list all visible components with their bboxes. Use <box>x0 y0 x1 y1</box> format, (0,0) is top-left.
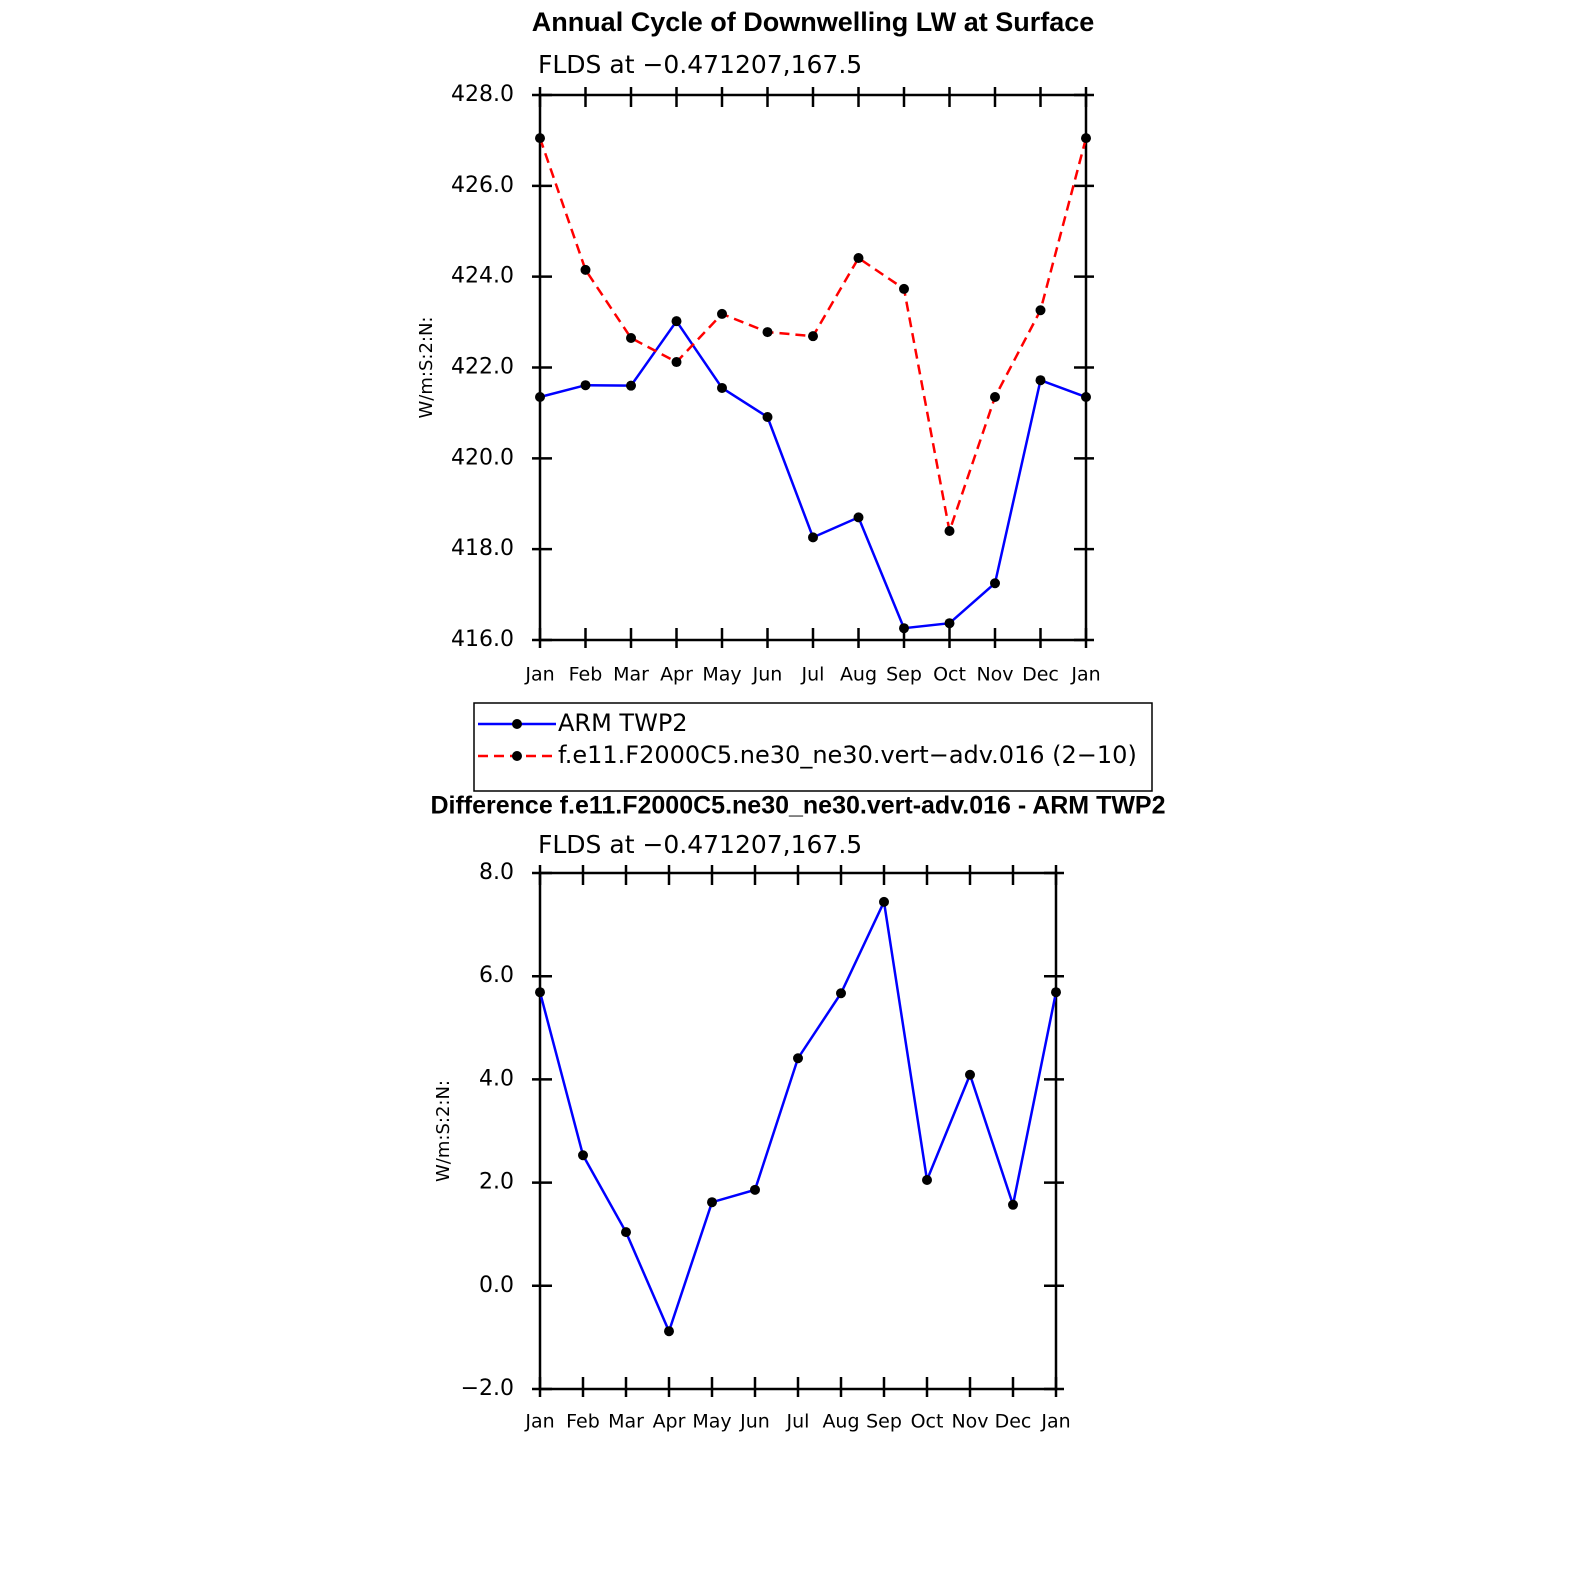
x-tick-label: Sep <box>886 664 922 686</box>
chart-subtitle: FLDS at −0.471207,167.5 <box>538 50 862 79</box>
marker <box>671 357 682 368</box>
chart-subtitle: FLDS at −0.471207,167.5 <box>538 830 862 859</box>
marker <box>1081 133 1091 144</box>
marker <box>899 623 909 634</box>
marker <box>626 380 636 391</box>
legend-label: ARM TWP2 <box>558 709 688 737</box>
marker <box>1008 1199 1018 1210</box>
marker <box>853 512 864 523</box>
marker <box>879 896 889 907</box>
marker <box>990 392 1000 403</box>
x-tick-label: Jan <box>1040 1411 1070 1433</box>
y-tick-label: 426.0 <box>451 173 514 198</box>
x-tick-label: May <box>692 1411 731 1433</box>
x-tick-label: Feb <box>569 664 603 686</box>
marker <box>626 332 636 343</box>
chart-title: Annual Cycle of Downwelling LW at Surfac… <box>532 7 1095 37</box>
x-tick-label: Jan <box>1070 664 1100 686</box>
x-tick-label: Jan <box>524 664 554 686</box>
marker <box>836 988 846 999</box>
marker <box>621 1227 631 1238</box>
legend-marker <box>512 719 522 729</box>
x-tick-label: Aug <box>822 1411 859 1433</box>
series-line <box>539 318 1087 630</box>
marker <box>535 133 545 144</box>
marker <box>808 532 818 543</box>
marker <box>750 1184 760 1195</box>
legend-marker <box>512 751 522 761</box>
marker <box>762 327 773 338</box>
y-tick-label: 2.0 <box>479 1170 514 1195</box>
marker <box>717 308 727 319</box>
marker <box>1081 392 1091 403</box>
marker <box>1035 305 1046 316</box>
y-tick-label: 0.0 <box>479 1273 514 1298</box>
x-tick-label: Jun <box>739 1411 770 1433</box>
x-tick-label: Aug <box>840 664 877 686</box>
marker <box>944 526 955 536</box>
marker <box>578 1150 588 1161</box>
x-tick-label: Jan <box>524 1411 554 1433</box>
marker <box>808 331 818 342</box>
series-line <box>538 897 1058 1335</box>
x-tick-label: Jul <box>801 664 825 686</box>
marker <box>793 1053 803 1064</box>
x-tick-label: Jul <box>786 1411 810 1433</box>
x-tick-label: May <box>702 664 741 686</box>
marker <box>535 392 545 403</box>
x-tick-label: Mar <box>613 664 649 686</box>
marker <box>944 618 955 629</box>
y-tick-label: 422.0 <box>451 355 514 380</box>
plot-frame <box>538 93 1088 642</box>
marker <box>580 380 591 391</box>
marker <box>853 253 864 264</box>
chart-title: Difference f.e11.F2000C5.ne30_ne30.vert-… <box>430 792 1165 820</box>
marker <box>922 1175 932 1186</box>
marker <box>965 1069 975 1080</box>
x-tick-label: Oct <box>911 1411 944 1433</box>
legend-label: f.e11.F2000C5.ne30_ne30.vert−adv.016 (2−… <box>558 741 1137 769</box>
marker <box>671 316 682 327</box>
plot-frame <box>538 871 1058 1391</box>
marker <box>990 578 1000 589</box>
x-tick-label: Nov <box>951 1411 988 1433</box>
x-tick-label: Mar <box>608 1411 644 1433</box>
y-tick-label: −2.0 <box>461 1376 514 1401</box>
marker <box>707 1197 717 1208</box>
marker <box>535 987 545 998</box>
y-tick-label: 420.0 <box>451 445 514 470</box>
x-tick-label: Nov <box>976 664 1013 686</box>
y-axis-label: W/m:S:2:N: <box>416 317 437 419</box>
marker <box>899 283 909 294</box>
y-tick-label: 418.0 <box>451 536 514 561</box>
x-tick-label: Dec <box>995 1411 1032 1433</box>
x-tick-label: Apr <box>660 664 693 686</box>
x-tick-label: Apr <box>653 1411 686 1433</box>
marker <box>580 264 591 275</box>
x-tick-label: Oct <box>933 664 966 686</box>
marker <box>1035 375 1046 386</box>
x-tick-label: Jun <box>752 664 783 686</box>
y-tick-label: 428.0 <box>451 82 514 107</box>
y-axis-label: W/m:S:2:N: <box>433 1080 454 1182</box>
marker <box>717 382 727 393</box>
y-tick-label: 416.0 <box>451 627 514 652</box>
x-tick-label: Dec <box>1022 664 1059 686</box>
legend-box <box>473 702 1153 792</box>
marker <box>762 412 773 423</box>
marker <box>1051 987 1061 998</box>
marker <box>664 1326 674 1337</box>
x-tick-label: Sep <box>866 1411 902 1433</box>
y-tick-label: 8.0 <box>479 860 514 885</box>
y-tick-label: 424.0 <box>451 264 514 289</box>
x-tick-label: Feb <box>566 1411 600 1433</box>
y-tick-label: 6.0 <box>479 963 514 988</box>
y-tick-label: 4.0 <box>479 1066 514 1091</box>
